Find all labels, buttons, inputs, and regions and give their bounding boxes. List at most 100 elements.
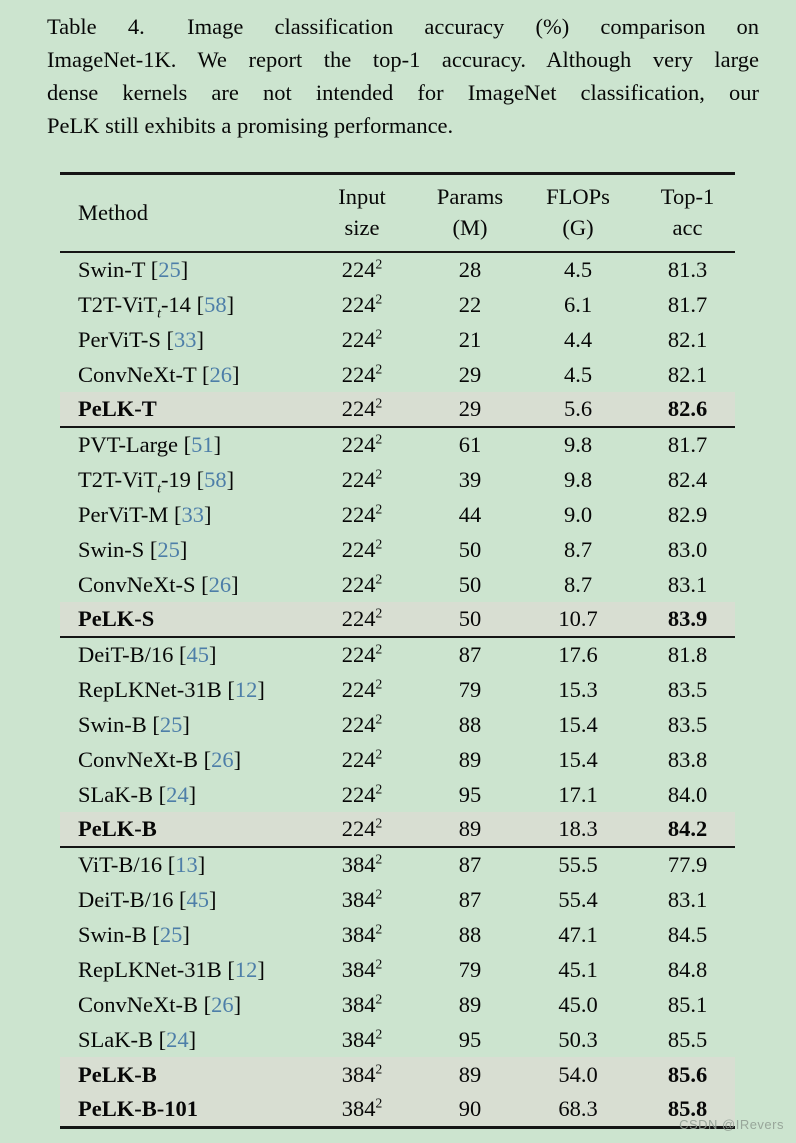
method-name: T2T-ViT bbox=[78, 466, 158, 492]
top1-value: 82.1 bbox=[667, 361, 708, 387]
flops-value: 54.0 bbox=[558, 1061, 598, 1087]
params-cell: 87 bbox=[424, 847, 516, 882]
citation-bracket-open: [ bbox=[152, 921, 160, 947]
citation-link[interactable]: 58 bbox=[204, 291, 227, 317]
flops-cell: 55.5 bbox=[516, 847, 640, 882]
top1-cell: 84.2 bbox=[640, 812, 735, 847]
top1-value: 84.5 bbox=[667, 921, 708, 947]
top1-cell: 84.5 bbox=[640, 917, 735, 952]
params-cell: 89 bbox=[424, 812, 516, 847]
method-cell: Swin-B [25] bbox=[60, 917, 300, 952]
input-size-value: 224 bbox=[341, 396, 376, 421]
citation-link[interactable]: 25 bbox=[158, 257, 181, 282]
header-line: (M) bbox=[452, 215, 488, 240]
input-size-exponent: 2 bbox=[375, 921, 383, 936]
table-row: Swin-S [25] 2242 50 8.7 83.0 bbox=[60, 532, 735, 567]
top1-value: 85.1 bbox=[667, 991, 708, 1017]
flops-cell: 15.3 bbox=[516, 672, 640, 707]
params-cell: 29 bbox=[424, 392, 516, 427]
top1-value: 85.8 bbox=[667, 1095, 708, 1121]
input-size-exponent: 2 bbox=[375, 1026, 383, 1041]
citation-link[interactable]: 25 bbox=[157, 536, 180, 562]
params-cell: 29 bbox=[424, 357, 516, 392]
input-size-value: 384 bbox=[341, 921, 376, 947]
header-line: size bbox=[344, 215, 380, 240]
input-size-value: 224 bbox=[341, 816, 376, 841]
citation-link[interactable]: 45 bbox=[186, 886, 210, 912]
citation-link[interactable]: 26 bbox=[209, 361, 232, 387]
input-size-cell: 2242 bbox=[300, 672, 424, 707]
citation-link[interactable]: 12 bbox=[234, 956, 258, 982]
input-size-cell: 2242 bbox=[300, 602, 424, 637]
flops-value: 6.1 bbox=[563, 291, 593, 317]
citation-link[interactable]: 26 bbox=[208, 571, 232, 597]
method-cell: SLaK-B [24] bbox=[60, 777, 300, 812]
header-line: Input bbox=[338, 184, 386, 209]
method-cell: ConvNeXt-T [26] bbox=[60, 357, 300, 392]
citation-link[interactable]: 51 bbox=[191, 432, 214, 457]
method-name: SLaK-B bbox=[78, 1026, 153, 1052]
params-value: 95 bbox=[458, 1026, 482, 1052]
citation-bracket-open: [ bbox=[179, 642, 187, 667]
top1-value: 81.8 bbox=[667, 642, 708, 667]
flops-cell: 15.4 bbox=[516, 742, 640, 777]
method-cell: PeLK-B bbox=[60, 1057, 300, 1092]
caption-line: PeLK still exhibits a promising performa… bbox=[47, 113, 454, 138]
input-size-value: 384 bbox=[341, 1026, 376, 1052]
input-size-value: 224 bbox=[341, 642, 376, 667]
params-cell: 39 bbox=[424, 462, 516, 497]
flops-value: 4.5 bbox=[563, 361, 593, 387]
input-size-value: 224 bbox=[341, 501, 376, 527]
citation-bracket-close: ] bbox=[209, 886, 217, 912]
citation-link[interactable]: 13 bbox=[175, 852, 198, 877]
citation-link[interactable]: 26 bbox=[211, 991, 234, 1017]
header-params: Params (M) bbox=[424, 173, 516, 253]
input-size-cell: 3842 bbox=[300, 882, 424, 917]
top1-cell: 83.0 bbox=[640, 532, 735, 567]
top1-cell: 77.9 bbox=[640, 847, 735, 882]
input-size-cell: 3842 bbox=[300, 952, 424, 987]
method-cell: RepLKNet-31B [12] bbox=[60, 952, 300, 987]
top1-value: 83.0 bbox=[667, 536, 708, 562]
citation-bracket-close: ] bbox=[179, 536, 188, 562]
flops-cell: 45.0 bbox=[516, 987, 640, 1022]
citation-bracket-close: ] bbox=[196, 326, 204, 352]
citation-link[interactable]: 33 bbox=[173, 326, 197, 352]
citation-bracket-open: [ bbox=[166, 326, 174, 352]
table-group-224-base: DeiT-B/16 [45] 2242 87 17.6 81.8 RepLKNet-31B… bbox=[60, 637, 735, 847]
citation-bracket-open: [ bbox=[167, 852, 176, 877]
top1-value: 82.4 bbox=[667, 466, 708, 492]
input-size-cell: 3842 bbox=[300, 1057, 424, 1092]
citation-link[interactable]: 25 bbox=[159, 711, 183, 737]
citation-link[interactable]: 24 bbox=[166, 781, 189, 807]
citation-link[interactable]: 58 bbox=[204, 466, 227, 492]
header-row: Method Input size Params (M) FLOPs (G) T… bbox=[60, 173, 735, 253]
citation-bracket-close: ] bbox=[231, 361, 240, 387]
method-name: ConvNeXt-T bbox=[78, 361, 197, 387]
citation-bracket-close: ] bbox=[233, 991, 242, 1017]
input-size-exponent: 2 bbox=[375, 501, 383, 516]
method-name: PeLK-B bbox=[78, 1061, 157, 1087]
citation-link[interactable]: 33 bbox=[181, 501, 204, 527]
citation-link[interactable]: 45 bbox=[186, 642, 210, 667]
flops-value: 68.3 bbox=[558, 1095, 598, 1121]
flops-cell: 9.8 bbox=[516, 462, 640, 497]
params-cell: 50 bbox=[424, 567, 516, 602]
params-cell: 21 bbox=[424, 322, 516, 357]
method-cell: PeLK-S bbox=[60, 602, 300, 637]
input-size-cell: 2242 bbox=[300, 637, 424, 672]
input-size-value: 224 bbox=[341, 466, 376, 492]
method-cell: T2T-ViTt-19 [58] bbox=[60, 462, 300, 497]
header-input-size: Input size bbox=[300, 173, 424, 253]
citation-link[interactable]: 12 bbox=[234, 676, 258, 702]
method-name: PerViT-S bbox=[78, 326, 161, 352]
citation-link[interactable]: 24 bbox=[166, 1026, 189, 1052]
top1-value: 81.7 bbox=[667, 291, 708, 317]
citation-link[interactable]: 25 bbox=[159, 921, 183, 947]
input-size-cell: 2242 bbox=[300, 392, 424, 427]
citation-link[interactable]: 26 bbox=[211, 746, 234, 772]
input-size-value: 224 bbox=[341, 432, 376, 457]
flops-cell: 8.7 bbox=[516, 567, 640, 602]
table-row: ConvNeXt-B [26] 2242 89 15.4 83.8 bbox=[60, 742, 735, 777]
flops-cell: 45.1 bbox=[516, 952, 640, 987]
